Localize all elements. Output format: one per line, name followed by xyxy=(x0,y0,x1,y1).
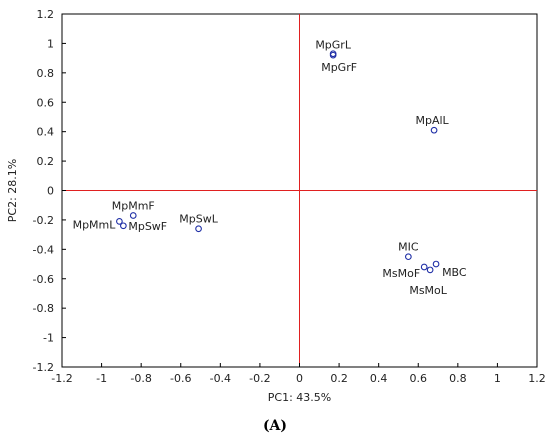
data-point-mic xyxy=(405,253,412,261)
x-axis-title: PC1: 43.5% xyxy=(268,391,331,404)
data-point-mpall xyxy=(430,126,438,134)
data-points: MpGrL MpGrF MpAlL MpMmF MpMmL MpSwF MpSwL MIC Ms… xyxy=(73,39,467,297)
point-label-mpswf: MpSwF xyxy=(128,220,167,233)
y-tick-label: 1.2 xyxy=(37,8,55,21)
y-tick-label: 0.8 xyxy=(37,67,55,80)
y-tick-label: 0.2 xyxy=(37,155,55,168)
y-axis-title: PC2: 28.1% xyxy=(6,159,19,222)
x-tick-label: -1 xyxy=(96,372,107,385)
data-point-msmol xyxy=(426,266,434,274)
x-tick-label: -0.6 xyxy=(170,372,191,385)
point-label-mpmml: MpMmL xyxy=(73,218,117,231)
x-tick-label: -0.8 xyxy=(130,372,151,385)
point-label-msmof: MsMoF xyxy=(382,267,420,280)
data-point-msmof xyxy=(420,263,428,271)
data-point-mpswl xyxy=(195,225,202,233)
y-tick-label: -1 xyxy=(43,332,54,345)
x-tick-label: 0.4 xyxy=(370,372,388,385)
y-tick-label: -0.8 xyxy=(33,302,54,315)
data-point-mpgrf xyxy=(329,51,337,59)
point-label-mbc: MBC xyxy=(442,266,467,279)
x-tick-label: -1.2 xyxy=(51,372,72,385)
x-tick-label: 0.6 xyxy=(410,372,428,385)
data-point-mpmmf xyxy=(129,212,137,219)
y-tick-label: -0.2 xyxy=(33,214,54,227)
data-point-mbc xyxy=(432,260,440,268)
x-tick-label: 1.2 xyxy=(528,372,546,385)
x-tick-label: 1 xyxy=(494,372,501,385)
y-tick-label: -0.6 xyxy=(33,273,54,286)
y-tick-label: -0.4 xyxy=(33,243,54,256)
point-label-mpswl: MpSwL xyxy=(179,213,218,226)
y-tick-label: -1.2 xyxy=(33,361,54,374)
y-tick-label: 0 xyxy=(47,185,54,198)
y-tick-label: 1 xyxy=(47,37,54,50)
x-tick-label: 0 xyxy=(296,372,303,385)
x-tick-label: -0.2 xyxy=(249,372,270,385)
data-point-mpswf xyxy=(120,222,127,230)
x-tick-label: 0.2 xyxy=(330,372,348,385)
point-label-mpgrl: MpGrL xyxy=(315,39,352,52)
point-label-mpgrf: MpGrF xyxy=(321,61,357,74)
x-tick-label: -0.4 xyxy=(210,372,231,385)
data-point-mpmml xyxy=(116,218,123,225)
point-label-mic: MIC xyxy=(398,241,419,254)
point-label-mpall: MpAlL xyxy=(415,114,449,127)
x-axis-ticks: -1.2 -1 -0.8 -0.6 -0.4 -0.2 0 0.2 0.4 0.6 0.8 1 1.2 xyxy=(51,363,546,385)
x-tick-label: 0.8 xyxy=(449,372,467,385)
point-label-mpmmf: MpMmF xyxy=(112,200,155,213)
figure-caption: (A) xyxy=(263,418,287,434)
y-tick-label: 0.6 xyxy=(37,96,55,109)
y-axis-ticks: 1.2 1 0.8 0.6 0.4 0.2 0 -0.2 -0.4 -0.6 -0.8 -1 -1.2 xyxy=(33,8,66,374)
point-label-msmol: MsMoL xyxy=(409,284,447,297)
y-tick-label: 0.4 xyxy=(37,126,55,139)
